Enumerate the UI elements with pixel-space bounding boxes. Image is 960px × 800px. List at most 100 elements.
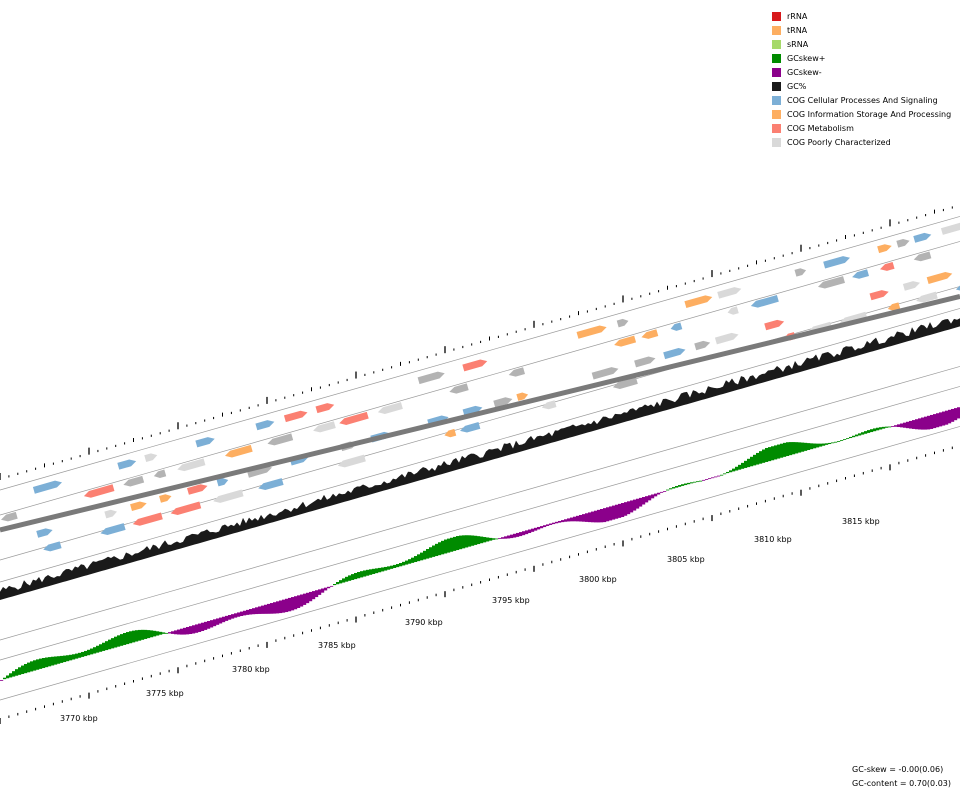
cog-gene-arrow (750, 294, 779, 308)
cog-gene-arrow (869, 290, 889, 301)
gc-skew-bar (771, 446, 775, 461)
gc-skew-bar (921, 417, 925, 430)
gc-skew-bar (783, 442, 787, 457)
gc-skew-bar (930, 414, 934, 429)
cog-gene-arrow (823, 256, 851, 269)
gc-skew-bar (132, 630, 136, 643)
gc-skew-bar (495, 538, 499, 540)
gc-skew-bar (864, 431, 868, 434)
gc-skew-bar (489, 537, 493, 541)
gc-skew-bar (738, 464, 742, 470)
legend: rRNA tRNA sRNA GCskew+ GCskew- GC% COG C… (772, 9, 951, 149)
legend-item-srna: sRNA (772, 37, 951, 51)
cog-gene-arrow (817, 276, 845, 289)
cog-gene-arrow (130, 501, 147, 512)
gc-skew-bar (114, 636, 118, 648)
gc-skew-bar (399, 563, 403, 567)
legend-swatch (772, 137, 781, 147)
gc-skew-bar (933, 414, 937, 429)
gc-skew-bar (579, 514, 583, 522)
gc-skew-bar (750, 456, 754, 467)
gc-skew-bar (261, 605, 265, 614)
gc-skew-bar (687, 482, 691, 485)
gc-skew-bar (717, 475, 721, 477)
cog-gene-arrow (916, 291, 938, 303)
gc-skew-bar (294, 596, 298, 610)
gc-skew-bar (123, 633, 127, 645)
cog-gene-arrow (283, 410, 308, 423)
gc-skew-bar (345, 576, 349, 582)
gc-skew-bar (201, 622, 205, 632)
legend-swatch (772, 109, 781, 119)
gc-skew-bar (576, 515, 580, 522)
gc-skew-bar (834, 441, 838, 443)
cog-gene-arrow (634, 356, 656, 368)
gc-skew-bar (156, 631, 160, 636)
gc-skew-bar (636, 498, 640, 509)
legend-item-gc-percent: GC% (772, 79, 951, 93)
gc-skew-bar (456, 536, 460, 551)
cog-gene-arrow (896, 238, 910, 248)
gc-skew-bar (81, 651, 85, 657)
gc-skew-bar (927, 415, 931, 430)
gc-skew-bar (756, 452, 760, 465)
gc-skew-bar (672, 487, 676, 489)
cog-gene-arrow (267, 433, 294, 446)
gc-skew-bar (573, 516, 577, 522)
gc-skew-bar (300, 594, 304, 607)
gc-skew-bar (441, 540, 445, 555)
legend-item-cog-poorly: COG Poorly Characterized (772, 135, 951, 149)
gc-skew-bar (759, 451, 763, 464)
gc-skew-bar (903, 422, 907, 428)
gc-skew-bar (267, 603, 271, 614)
legend-label: sRNA (787, 39, 809, 49)
gc-skew-bar (915, 419, 919, 430)
gc-skew-bar (780, 443, 784, 458)
gc-skew-bar (891, 426, 895, 427)
gc-skew-bar (882, 426, 886, 429)
gc-skew-bar (57, 656, 61, 664)
gc-skew-bar (885, 426, 889, 428)
gc-skew-bar (825, 443, 829, 445)
cog-gene-arrow (887, 302, 901, 311)
gc-skew-bar (594, 510, 598, 523)
cog-gene-arrow (493, 397, 513, 408)
gc-skew-bar (0, 680, 4, 681)
gc-skew-bar (27, 662, 31, 673)
cog-gene-arrow (727, 306, 739, 315)
gc-skew-bar (660, 491, 664, 493)
cog-gene-arrow (670, 322, 683, 331)
gc-skew-bar (351, 574, 355, 580)
track-guide-line (0, 241, 960, 516)
gc-skew-bar (558, 520, 562, 523)
legend-item-rrna: rRNA (772, 9, 951, 23)
gc-skew-bar (189, 626, 193, 635)
legend-item-trna: tRNA (772, 23, 951, 37)
gc-skew-bar (24, 663, 28, 674)
cog-gene-arrow (159, 494, 172, 503)
gc-skew-bar (75, 653, 79, 659)
cog-gene-arrow (877, 244, 892, 254)
gc-skew-bar (837, 441, 841, 442)
gc-skew-bar (225, 615, 229, 621)
gc-skew-bar (873, 428, 877, 432)
kbp-label: 3815 kbp (842, 517, 880, 526)
gc-skew-bar (240, 611, 244, 616)
cog-gene-arrow (213, 489, 244, 503)
gc-skew-bar (912, 420, 916, 429)
gc-skew-bar (66, 655, 70, 662)
gc-skew-bar (363, 570, 367, 577)
gc-skew-bar (204, 621, 208, 630)
gc-skew-bar (939, 412, 943, 427)
gc-skew-bar (678, 485, 682, 487)
cog-gene-arrow (460, 422, 481, 433)
gc-skew-bar (108, 639, 112, 650)
gc-skew-bar (168, 632, 172, 634)
gc-skew-bar (36, 659, 40, 670)
cog-gene-arrow (449, 383, 469, 394)
gc-skew-bar (546, 524, 550, 526)
gc-skew-bar (309, 591, 313, 602)
gc-skew-bar (855, 434, 859, 437)
gc-content-stat: GC-content = 0.70(0.03) (852, 779, 951, 788)
cog-gene-arrow (591, 367, 619, 380)
